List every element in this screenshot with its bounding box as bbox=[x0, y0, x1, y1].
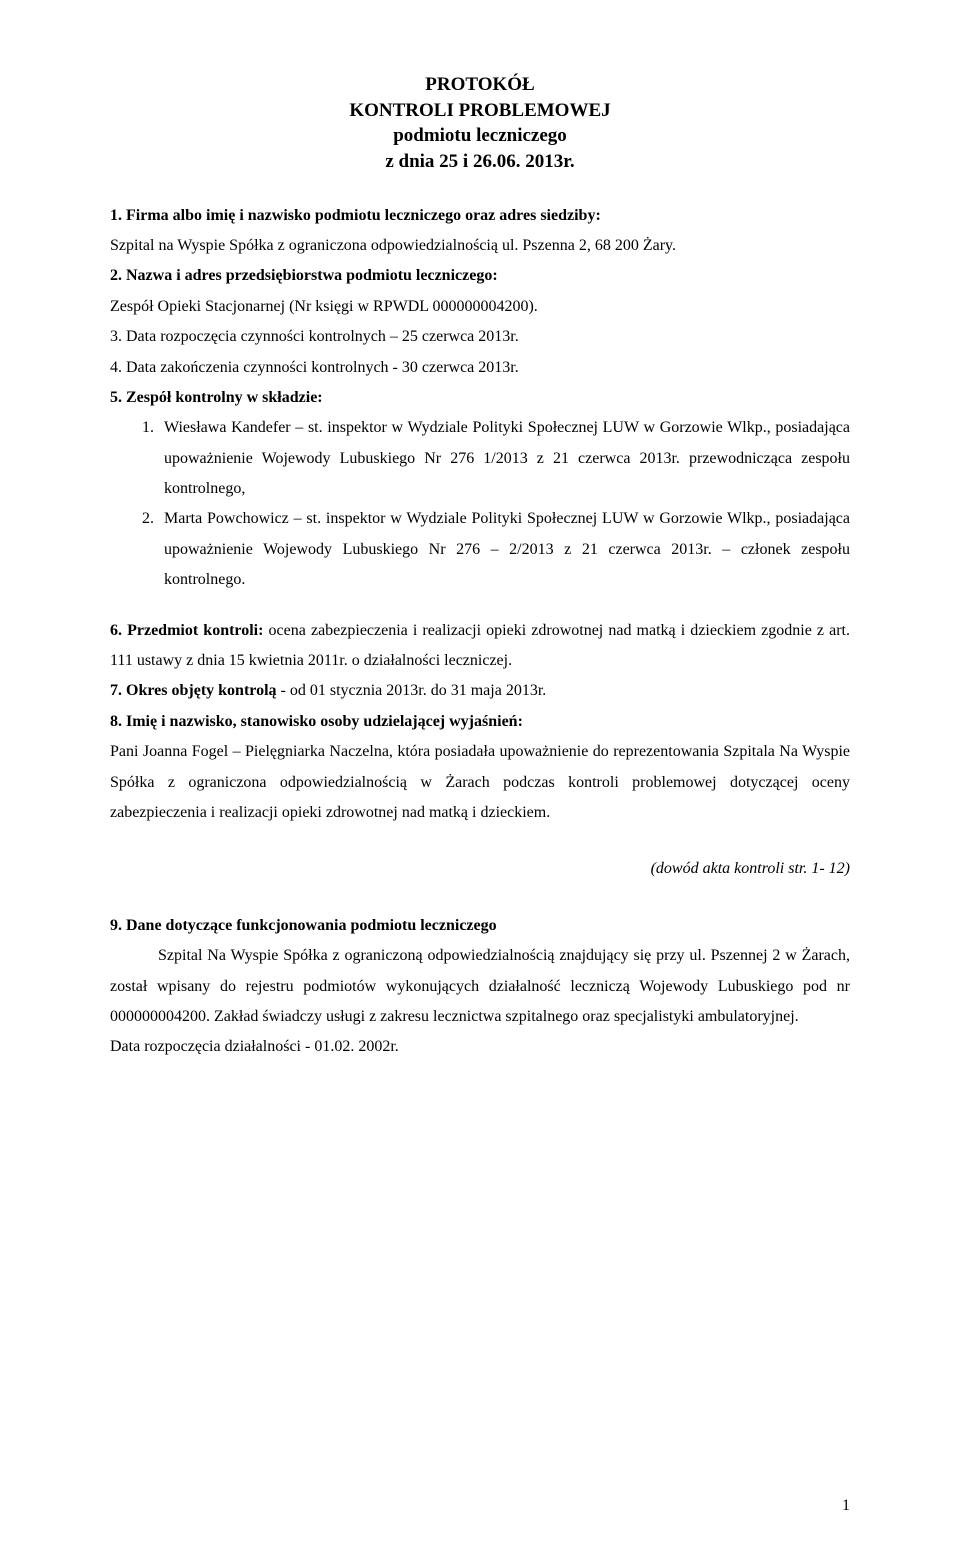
spacer bbox=[110, 596, 850, 616]
section-1: 1. Firma albo imię i nazwisko podmiotu l… bbox=[110, 201, 850, 231]
list-item: 1. Wiesława Kandefer – st. inspektor w W… bbox=[142, 413, 850, 504]
section-8-label: 8. Imię i nazwisko, stanowisko osoby udz… bbox=[110, 707, 850, 737]
section-9-para-2: Data rozpoczęcia działalności - 01.02. 2… bbox=[110, 1032, 850, 1062]
list-item-number: 2. bbox=[142, 504, 154, 534]
section-6-label: 6. Przedmiot kontroli: bbox=[110, 622, 263, 639]
title-line-4: z dnia 25 i 26.06. 2013r. bbox=[110, 149, 850, 175]
spacer bbox=[110, 828, 850, 848]
title-line-1: PROTOKÓŁ bbox=[110, 72, 850, 98]
title-line-3: podmiotu leczniczego bbox=[110, 123, 850, 149]
list-item-number: 1. bbox=[142, 413, 154, 443]
list-item: 2. Marta Powchowicz – st. inspektor w Wy… bbox=[142, 504, 850, 595]
section-7-label: 7. Okres objęty kontrolą bbox=[110, 682, 277, 699]
section-4: 4. Data zakończenia czynności kontrolnyc… bbox=[110, 353, 850, 383]
section-2-label: 2. Nazwa i adres przedsiębiorstwa podmio… bbox=[110, 267, 498, 284]
title-line-2: KONTROLI PROBLEMOWEJ bbox=[110, 98, 850, 124]
evidence-reference: (dowód akta kontroli str. 1- 12) bbox=[110, 854, 850, 884]
document-title-block: PROTOKÓŁ KONTROLI PROBLEMOWEJ podmiotu l… bbox=[110, 72, 850, 175]
section-5-label: 5. Zespół kontrolny w składzie: bbox=[110, 383, 850, 413]
document-page: PROTOKÓŁ KONTROLI PROBLEMOWEJ podmiotu l… bbox=[0, 0, 960, 1545]
page-number: 1 bbox=[842, 1497, 850, 1515]
document-body: 1. Firma albo imię i nazwisko podmiotu l… bbox=[110, 201, 850, 1063]
section-2: 2. Nazwa i adres przedsiębiorstwa podmio… bbox=[110, 261, 850, 291]
section-7-body: - od 01 stycznia 2013r. do 31 maja 2013r… bbox=[277, 682, 547, 699]
section-9-para-1: Szpital Na Wyspie Spółka z ograniczoną o… bbox=[110, 941, 850, 1032]
section-2-body: Zespół Opieki Stacjonarnej (Nr księgi w … bbox=[110, 292, 850, 322]
section-1-body: Szpital na Wyspie Spółka z ograniczona o… bbox=[110, 231, 850, 261]
section-7: 7. Okres objęty kontrolą - od 01 styczni… bbox=[110, 676, 850, 706]
section-9-label: 9. Dane dotyczące funkcjonowania podmiot… bbox=[110, 911, 850, 941]
spacer bbox=[110, 891, 850, 911]
section-1-label: 1. Firma albo imię i nazwisko podmiotu l… bbox=[110, 207, 601, 224]
section-8-body: Pani Joanna Fogel – Pielęgniarka Naczeln… bbox=[110, 737, 850, 828]
section-3: 3. Data rozpoczęcia czynności kontrolnyc… bbox=[110, 322, 850, 352]
list-item-text: Marta Powchowicz – st. inspektor w Wydzi… bbox=[164, 510, 850, 588]
section-6: 6. Przedmiot kontroli: ocena zabezpiecze… bbox=[110, 616, 850, 677]
list-item-text: Wiesława Kandefer – st. inspektor w Wydz… bbox=[164, 419, 850, 497]
section-5-list: 1. Wiesława Kandefer – st. inspektor w W… bbox=[110, 413, 850, 595]
